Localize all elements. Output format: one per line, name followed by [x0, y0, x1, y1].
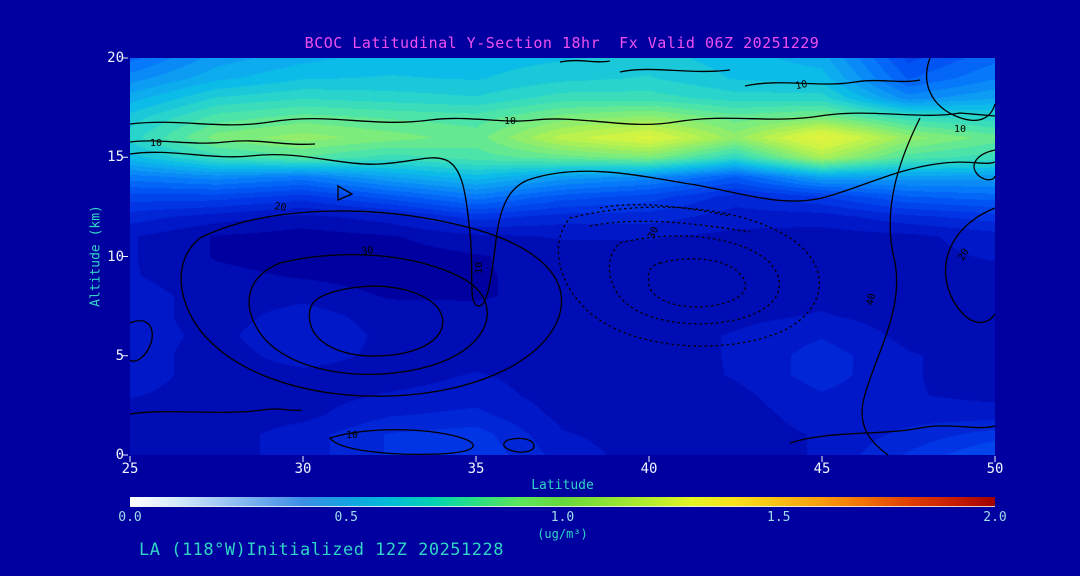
- y-tick-label: 5: [115, 347, 124, 364]
- contour-line: [129, 408, 303, 415]
- contour-label: 20: [274, 201, 287, 214]
- colorbar-tick-label: 1.5: [767, 510, 791, 525]
- contour-line: [557, 206, 821, 347]
- contour-label: 40: [865, 292, 878, 306]
- colorbar-tick-label: 0.0: [118, 510, 142, 525]
- x-tick-label: 45: [813, 461, 831, 477]
- y-axis-ticks: 0 5 10 15 20: [82, 50, 124, 463]
- contour-line: [744, 79, 921, 87]
- contour-label: 10: [504, 116, 516, 127]
- contour-line: [248, 253, 488, 375]
- x-tick-label: 40: [640, 461, 658, 477]
- contour-line: [129, 112, 996, 126]
- contour-line: [619, 68, 731, 73]
- contour-line: [503, 437, 535, 453]
- contour-line: [944, 207, 996, 323]
- contour-label: 30: [361, 245, 375, 258]
- y-tick-label: 10: [107, 248, 124, 265]
- contour-line: [861, 117, 921, 456]
- x-tick-label: 30: [294, 461, 312, 477]
- plot-area: 10 10 10 10 20 30 10 30 40 10 20: [122, 57, 996, 462]
- contour-line: [129, 151, 996, 307]
- colorbar-unit: (ug/m³): [537, 527, 588, 541]
- y-tick-label: 0: [115, 447, 124, 463]
- contour-label: 10: [954, 124, 966, 135]
- contour-line: [129, 140, 316, 145]
- contour-label: 20: [956, 247, 972, 263]
- x-tick-label: 25: [121, 461, 139, 477]
- footer-text: LA (118°W)Initialized 12Z 20251228: [139, 540, 504, 560]
- contour-line: [973, 149, 996, 181]
- contour-line: [328, 429, 474, 455]
- contour-line: [599, 204, 731, 217]
- x-axis-label: Latitude: [531, 478, 594, 493]
- contour-label: 10: [150, 138, 162, 149]
- contour-line: [647, 258, 747, 308]
- contour-overlay: 10 10 10 10 20 30 10 30 40 10 20: [122, 57, 996, 462]
- x-axis-ticks: 25 30 35 40 45 50: [122, 461, 1004, 477]
- contour-label: 10: [346, 430, 358, 441]
- y-tick-label: 15: [107, 149, 124, 166]
- contour-label: 30: [646, 225, 661, 241]
- colorbar-tick-label: 2.0: [983, 510, 1007, 525]
- colorbar-tick-label: 0.5: [334, 510, 358, 525]
- field-canvas: [130, 58, 995, 455]
- x-tick-label: 50: [986, 461, 1004, 477]
- contour-line: [337, 184, 354, 201]
- contour-line: [559, 59, 611, 63]
- contour-line: [129, 320, 153, 362]
- contour-line: [180, 210, 563, 397]
- contour-line: [926, 57, 996, 121]
- y-tick-label: 20: [107, 50, 124, 66]
- colorbar-tick-label: 1.0: [550, 510, 575, 525]
- x-tick-label: 35: [467, 461, 485, 477]
- contour-label: 10: [794, 79, 808, 92]
- contour-line: [308, 285, 444, 357]
- chart-title: BCOC Latitudinal Y-Section 18hr Fx Valid…: [304, 34, 820, 52]
- colorbar-ticks: 0.0 0.5 1.0 1.5 2.0: [118, 510, 1006, 526]
- contour-line: [789, 425, 996, 444]
- contour-line: [608, 235, 780, 325]
- contour-label: 10: [474, 262, 485, 274]
- contour-line: [589, 220, 751, 233]
- colorbar: [130, 497, 995, 507]
